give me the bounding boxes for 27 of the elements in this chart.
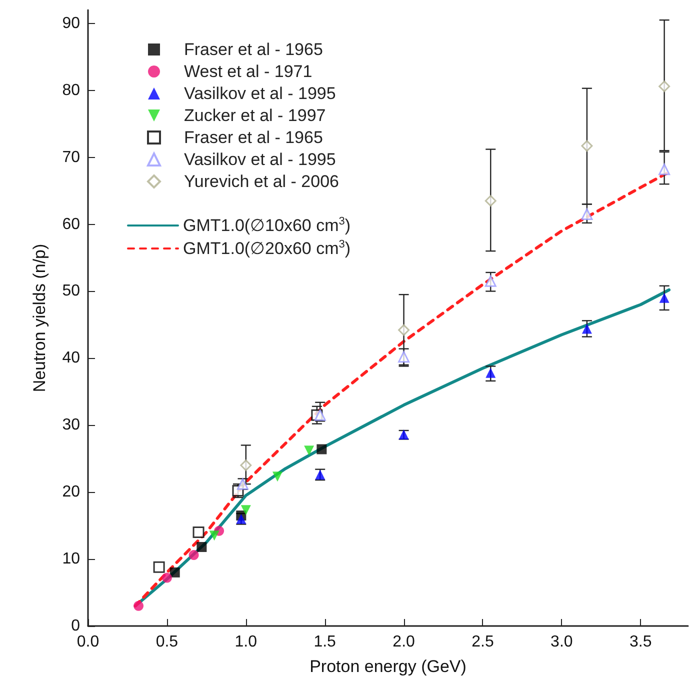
x-tick-label: 1.5: [314, 634, 336, 650]
legend-label: Yurevich et al - 2006: [184, 172, 339, 191]
y-tick-label: 20: [62, 484, 80, 501]
x-tick-label: 3.5: [630, 634, 652, 650]
legend-label: Fraser et al - 1965: [184, 128, 323, 147]
x-tick-label: 0.0: [76, 634, 100, 650]
legend-label: Zucker et al - 1997: [184, 106, 326, 125]
y-tick-label: 50: [62, 282, 80, 300]
legend-label: Vasilkov et al - 1995: [184, 84, 336, 103]
y-tick-label: 60: [62, 216, 80, 233]
y-tick-label: 80: [62, 82, 80, 99]
y-tick-label: 0: [71, 618, 80, 634]
y-tick-label: 40: [62, 350, 80, 367]
y-axis-title: Neutron yields (n/p): [30, 244, 49, 392]
x-tick-label: 3.0: [550, 634, 573, 650]
x-tick-label: 2.5: [472, 634, 494, 650]
x-tick-label: 2.0: [392, 634, 416, 650]
legend-label: Fraser et al - 1965: [184, 40, 323, 59]
legend-label: Vasilkov et al - 1995: [184, 150, 336, 169]
y-tick-label: 10: [62, 550, 80, 568]
y-tick-label: 90: [62, 14, 80, 32]
y-tick-label: 30: [62, 416, 80, 434]
x-axis-title: Proton energy (GeV): [310, 657, 466, 676]
x-tick-label: 0.5: [156, 634, 178, 650]
y-tick-label: 70: [62, 148, 80, 166]
legend-label: West et al - 1971: [184, 62, 312, 81]
x-tick-label: 1.0: [234, 634, 258, 650]
